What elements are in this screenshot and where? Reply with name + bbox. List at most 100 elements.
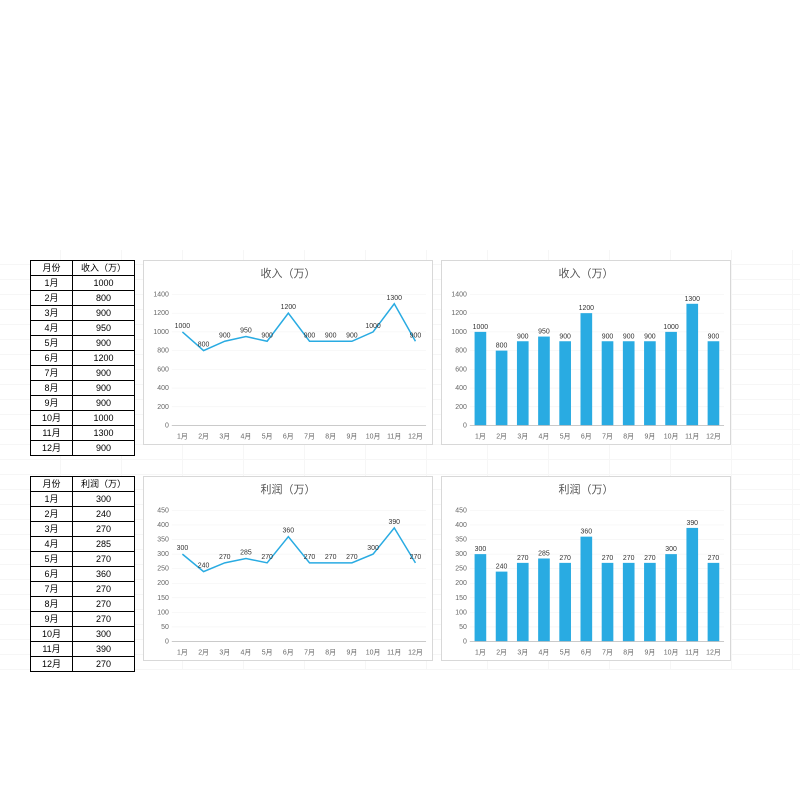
svg-text:1000: 1000: [663, 324, 679, 331]
table-row: 12月900: [31, 441, 135, 456]
cell-month: 4月: [31, 537, 73, 552]
svg-text:10月: 10月: [664, 648, 679, 656]
svg-text:360: 360: [581, 529, 593, 536]
table-row: 11月1300: [31, 426, 135, 441]
cell-month: 8月: [31, 597, 73, 612]
cell-value: 285: [73, 537, 135, 552]
svg-text:150: 150: [157, 595, 169, 602]
revenue-line-chart: 收入（万） 02004006008001000120014001月2月3月4月5…: [143, 260, 433, 445]
cell-value: 900: [73, 396, 135, 411]
table-row: 8月270: [31, 597, 135, 612]
cell-value: 270: [73, 582, 135, 597]
svg-text:300: 300: [665, 546, 677, 553]
svg-text:950: 950: [538, 329, 550, 336]
svg-text:1300: 1300: [685, 296, 701, 303]
svg-text:11月: 11月: [387, 432, 401, 440]
cell-value: 300: [73, 492, 135, 507]
table-row: 1月300: [31, 492, 135, 507]
svg-text:8月: 8月: [325, 648, 336, 656]
svg-text:400: 400: [455, 522, 467, 529]
svg-text:100: 100: [455, 609, 467, 616]
svg-text:11月: 11月: [685, 432, 699, 440]
svg-text:450: 450: [455, 507, 467, 514]
svg-text:1200: 1200: [153, 310, 169, 317]
cell-month: 9月: [31, 612, 73, 627]
svg-text:1400: 1400: [153, 291, 169, 298]
svg-text:1000: 1000: [175, 323, 191, 330]
cell-value: 900: [73, 306, 135, 321]
col-header-profit: 利润（万）: [73, 477, 135, 492]
svg-text:900: 900: [410, 332, 422, 339]
table-row: 9月270: [31, 612, 135, 627]
svg-text:950: 950: [240, 328, 252, 335]
svg-text:900: 900: [346, 332, 358, 339]
svg-text:6月: 6月: [581, 432, 592, 440]
chart-title: 收入（万）: [144, 261, 432, 283]
svg-text:9月: 9月: [346, 648, 357, 656]
profit-row: 月份 利润（万） 1月3002月2403月2704月2855月2706月3607…: [0, 476, 800, 672]
table-row: 9月900: [31, 396, 135, 411]
svg-text:360: 360: [283, 528, 295, 535]
svg-text:1000: 1000: [365, 323, 381, 330]
svg-text:8月: 8月: [325, 432, 336, 440]
svg-text:6月: 6月: [283, 648, 294, 656]
svg-text:1月: 1月: [475, 648, 486, 656]
cell-value: 390: [73, 642, 135, 657]
revenue-table: 月份 收入（万） 1月10002月8003月9004月9505月9006月120…: [30, 260, 135, 456]
svg-text:3月: 3月: [517, 648, 528, 656]
table-row: 10月1000: [31, 411, 135, 426]
svg-text:12月: 12月: [408, 648, 423, 656]
cell-month: 8月: [31, 381, 73, 396]
svg-text:200: 200: [157, 404, 169, 411]
cell-month: 5月: [31, 336, 73, 351]
table-header-row: 月份 收入（万）: [31, 261, 135, 276]
table-row: 6月1200: [31, 351, 135, 366]
cell-value: 270: [73, 612, 135, 627]
svg-text:3月: 3月: [517, 432, 528, 440]
svg-text:270: 270: [602, 555, 614, 562]
profit-table: 月份 利润（万） 1月3002月2403月2704月2855月2706月3607…: [30, 476, 135, 672]
table-row: 6月360: [31, 567, 135, 582]
svg-text:1月: 1月: [475, 432, 486, 440]
profit-line-svg: 0501001502002503003504004501月2月3月4月5月6月7…: [144, 499, 432, 661]
svg-text:11月: 11月: [685, 648, 699, 656]
svg-text:4月: 4月: [539, 432, 550, 440]
svg-text:7月: 7月: [304, 432, 315, 440]
svg-text:2月: 2月: [496, 648, 507, 656]
svg-text:300: 300: [367, 545, 379, 552]
cell-month: 6月: [31, 351, 73, 366]
svg-text:5月: 5月: [560, 432, 571, 440]
svg-text:270: 270: [346, 554, 358, 561]
svg-text:240: 240: [198, 563, 210, 570]
cell-value: 270: [73, 657, 135, 672]
cell-month: 12月: [31, 657, 73, 672]
svg-text:400: 400: [157, 385, 169, 392]
cell-value: 360: [73, 567, 135, 582]
cell-month: 2月: [31, 291, 73, 306]
svg-text:300: 300: [177, 545, 189, 552]
svg-text:1月: 1月: [177, 648, 188, 656]
svg-text:12月: 12月: [408, 432, 423, 440]
svg-text:11月: 11月: [387, 648, 401, 656]
svg-text:285: 285: [240, 550, 252, 557]
profit-line-chart: 利润（万） 0501001502002503003504004501月2月3月4…: [143, 476, 433, 661]
svg-text:1200: 1200: [281, 304, 297, 311]
svg-text:8月: 8月: [623, 432, 634, 440]
svg-text:270: 270: [325, 554, 337, 561]
cell-month: 11月: [31, 642, 73, 657]
svg-text:800: 800: [157, 348, 169, 355]
chart-title: 利润（万）: [144, 477, 432, 499]
table-row: 7月270: [31, 582, 135, 597]
svg-text:900: 900: [219, 332, 231, 339]
table-row: 11月390: [31, 642, 135, 657]
svg-text:270: 270: [708, 555, 720, 562]
svg-text:1000: 1000: [451, 329, 467, 336]
svg-text:900: 900: [602, 333, 614, 340]
svg-text:2月: 2月: [496, 432, 507, 440]
cell-value: 900: [73, 381, 135, 396]
cell-month: 4月: [31, 321, 73, 336]
svg-text:50: 50: [459, 624, 467, 631]
cell-value: 900: [73, 441, 135, 456]
svg-text:285: 285: [538, 551, 550, 558]
table-row: 7月900: [31, 366, 135, 381]
